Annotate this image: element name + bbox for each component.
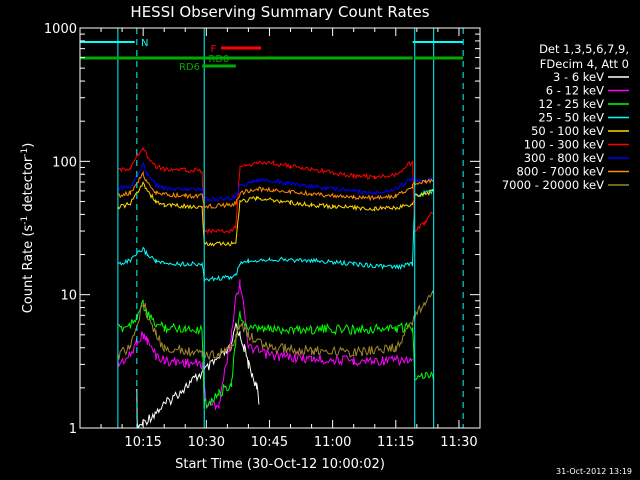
series-line-6 xyxy=(117,161,434,203)
x-tick-label: 10:45 xyxy=(251,435,288,450)
y-axis-label-main: Count Rate (s xyxy=(21,225,36,314)
flag-label-f: F xyxy=(211,44,217,55)
y-tick-label: 100 xyxy=(52,155,77,170)
legend-entry-label: 12 - 25 keV xyxy=(538,97,604,111)
series-line-8 xyxy=(117,289,435,361)
axis-layer: 10:15 10:30 10:45 11:00 11:15 11:30 1 10 100 1000 xyxy=(44,22,481,450)
y-axis-label-end: ) xyxy=(21,143,36,148)
legend: Det 1,3,5,6,7,9, FDecim 4, Att 0 3 - 6 k… xyxy=(502,42,629,192)
series-line-2 xyxy=(117,299,435,410)
series-line-7 xyxy=(117,170,434,210)
plot-frame xyxy=(79,27,481,429)
timestamp-footer: 31-Oct-2012 13:19 xyxy=(556,467,632,476)
series-line-4 xyxy=(117,181,434,247)
series-layer xyxy=(117,147,435,428)
series-line-5 xyxy=(117,147,434,235)
legend-entry-label: 50 - 100 keV xyxy=(531,124,604,138)
legend-header-2: FDecim 4, Att 0 xyxy=(540,57,629,71)
legend-entry-label: 3 - 6 keV xyxy=(553,70,604,84)
x-tick-label: 10:15 xyxy=(124,435,161,450)
y-tick-label: 10 xyxy=(60,289,77,304)
legend-entry-label: 100 - 300 keV xyxy=(524,138,604,152)
series-line-1 xyxy=(117,279,414,411)
legend-entry-label: 7000 - 20000 keV xyxy=(502,178,604,192)
y-tick-label: 1000 xyxy=(44,22,77,37)
legend-entry-label: 800 - 7000 keV xyxy=(516,165,604,179)
x-tick-label: 11:30 xyxy=(440,435,477,450)
x-tick-label: 11:15 xyxy=(377,435,414,450)
y-axis-label: Count Rate (s-1 detector-1) xyxy=(20,143,36,314)
legend-entry-label: 25 - 50 keV xyxy=(538,111,604,125)
y-axis-label-sup1: -1 xyxy=(20,216,30,225)
flag-label-n: N xyxy=(141,38,148,49)
x-tick-label: 10:30 xyxy=(188,435,225,450)
chart-title: HESSI Observing Summary Count Rates xyxy=(130,3,429,21)
x-axis-label: Start Time (30-Oct-12 10:00:02) xyxy=(175,457,385,472)
legend-header-1: Det 1,3,5,6,7,9, xyxy=(539,42,629,56)
y-axis-label-mid: detector xyxy=(21,156,36,216)
flag-label-rd6: RD6 xyxy=(179,62,200,73)
y-tick-label: 1 xyxy=(69,422,77,437)
legend-entry-label: 300 - 800 keV xyxy=(524,151,604,165)
series-line-3 xyxy=(117,189,435,282)
flag-label-rd0: RD0 xyxy=(208,54,229,65)
y-axis-label-sup2: -1 xyxy=(20,148,30,157)
x-tick-label: 11:00 xyxy=(314,435,351,450)
legend-entry-label: 6 - 12 keV xyxy=(546,84,604,98)
